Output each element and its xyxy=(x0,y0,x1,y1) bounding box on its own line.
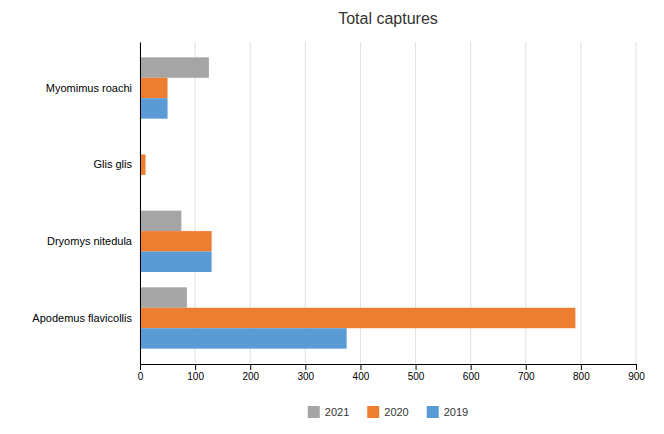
series xyxy=(140,78,575,328)
bars xyxy=(140,57,575,348)
tick: Glis glis xyxy=(93,158,132,170)
tick: 600 xyxy=(463,364,480,382)
axis-domain xyxy=(140,43,141,365)
tick-label: 0 xyxy=(138,371,144,382)
tick-label: Apodemus flavicollis xyxy=(32,312,132,324)
tick-mark xyxy=(360,364,361,370)
tick-mark xyxy=(581,364,582,370)
tick-label: 500 xyxy=(408,371,425,382)
tick-label: 700 xyxy=(518,371,535,382)
tick: 800 xyxy=(573,364,590,382)
tick: Dryomys nitedula xyxy=(47,235,133,247)
tick-mark xyxy=(250,364,251,370)
grid xyxy=(140,42,636,364)
tick-mark xyxy=(471,364,472,370)
tick-label: 400 xyxy=(353,371,370,382)
tick-mark xyxy=(140,364,141,370)
legend-item: 2020 xyxy=(367,406,408,418)
tick: 200 xyxy=(242,364,259,382)
legend: 2021 2020 2019 xyxy=(308,406,468,418)
title: Total captures xyxy=(338,10,438,27)
tick: 300 xyxy=(297,364,314,382)
tick: 100 xyxy=(187,364,204,382)
x-axis: 0 100 200 300 400 500 600 700 800 900 xyxy=(138,364,646,382)
tick-mark xyxy=(195,364,196,370)
bar xyxy=(140,98,168,118)
legend-item: 2019 xyxy=(427,406,468,418)
legend-swatch xyxy=(367,406,379,418)
tick-label: Dryomys nitedula xyxy=(47,235,133,247)
tick-label: 100 xyxy=(187,371,204,382)
tick: 700 xyxy=(518,364,535,382)
tick-label: Myomimus roachi xyxy=(46,82,132,94)
plot: 0 100 200 300 400 500 600 700 800 900 Myomimus roa… xyxy=(32,42,645,382)
bar xyxy=(140,231,212,251)
tick-label: 800 xyxy=(573,371,590,382)
legend-item: 2021 xyxy=(308,406,349,418)
bar xyxy=(140,78,168,98)
tick-mark xyxy=(305,364,306,370)
tick: Myomimus roachi xyxy=(46,82,132,94)
bar xyxy=(140,57,209,77)
bar xyxy=(140,308,575,328)
legend-swatch xyxy=(308,406,320,418)
tick-label: 300 xyxy=(297,371,314,382)
legend-swatch xyxy=(427,406,439,418)
bar xyxy=(140,211,181,231)
tick-label: 600 xyxy=(463,371,480,382)
tick-mark xyxy=(416,364,417,370)
tick: 900 xyxy=(628,364,645,382)
grid-line xyxy=(580,42,581,364)
bar xyxy=(140,252,212,272)
tick: 400 xyxy=(353,364,370,382)
grid-line xyxy=(636,42,637,364)
tick-label: 200 xyxy=(242,371,259,382)
bar xyxy=(140,328,347,348)
legend-label: 2020 xyxy=(384,406,408,418)
axis-domain xyxy=(141,365,637,371)
tick-label: Glis glis xyxy=(93,158,132,170)
legend-label: 2019 xyxy=(444,406,468,418)
tick: 500 xyxy=(408,364,425,382)
series xyxy=(140,98,347,348)
tick: 0 xyxy=(138,364,144,382)
chart: Total captures 0 100 200 300 400 500 600 700 800 9… xyxy=(0,0,664,434)
tick-label: 900 xyxy=(628,371,645,382)
grid-line xyxy=(140,42,141,364)
y-axis: Myomimus roachi Glis glis Dryomys nitedula… xyxy=(32,43,140,365)
tick: Apodemus flavicollis xyxy=(32,312,132,324)
tick-mark xyxy=(636,364,637,370)
bar xyxy=(140,287,187,307)
tick-mark xyxy=(526,364,527,370)
legend-label: 2021 xyxy=(325,406,349,418)
